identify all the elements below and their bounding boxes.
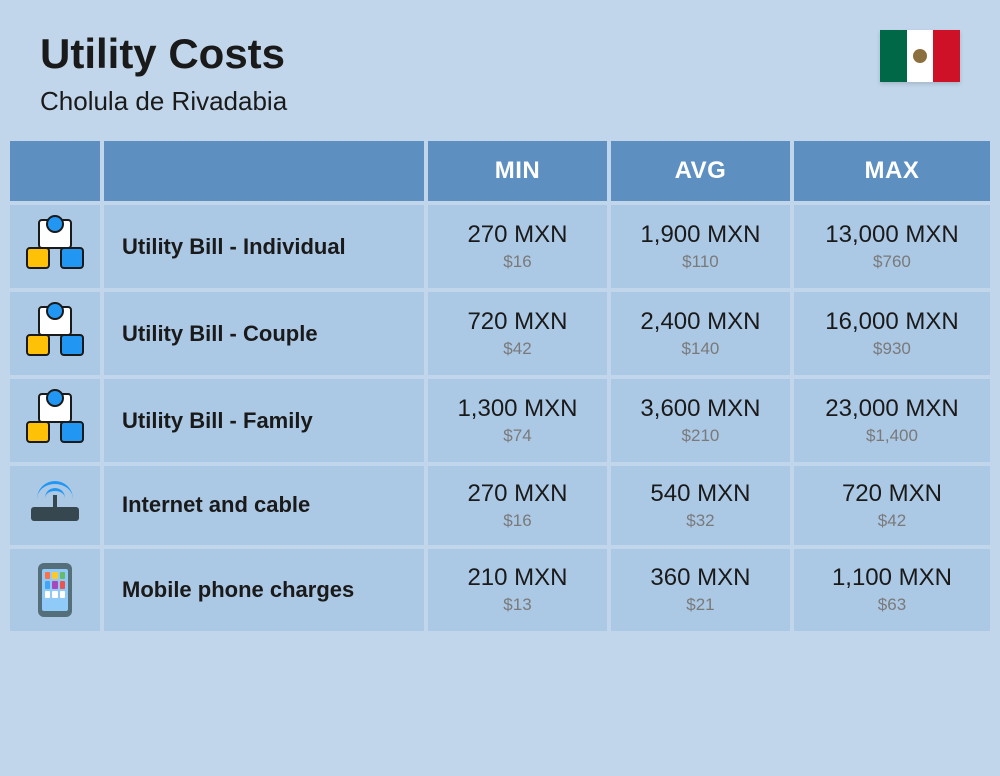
col-max-header: MAX [794, 141, 990, 201]
page-title: Utility Costs [40, 30, 960, 78]
utility-icon [26, 219, 84, 269]
value-usd: $42 [804, 511, 980, 531]
row-label: Utility Bill - Individual [104, 205, 424, 288]
value-usd: $760 [804, 252, 980, 272]
value-mxn: 13,000 MXN [804, 221, 980, 250]
value-usd: $74 [438, 426, 597, 446]
flag-emblem [913, 49, 927, 63]
value-mxn: 16,000 MXN [804, 308, 980, 337]
utility-icon [26, 306, 84, 356]
row-label: Utility Bill - Family [104, 379, 424, 462]
cell-max: 13,000 MXN$760 [794, 205, 990, 288]
flag-stripe-green [880, 30, 907, 82]
value-mxn: 540 MXN [621, 480, 780, 509]
row-label: Mobile phone charges [104, 549, 424, 631]
value-usd: $63 [804, 595, 980, 615]
value-mxn: 270 MXN [438, 221, 597, 250]
table-row: Utility Bill - Individual270 MXN$161,900… [10, 205, 990, 288]
cell-min: 210 MXN$13 [428, 549, 607, 631]
cell-max: 720 MXN$42 [794, 466, 990, 545]
value-usd: $210 [621, 426, 780, 446]
cell-min: 270 MXN$16 [428, 466, 607, 545]
value-usd: $42 [438, 339, 597, 359]
row-icon-cell [10, 549, 100, 631]
row-label: Internet and cable [104, 466, 424, 545]
value-mxn: 2,400 MXN [621, 308, 780, 337]
cell-avg: 360 MXN$21 [611, 549, 790, 631]
flag-icon [880, 30, 960, 82]
cell-avg: 3,600 MXN$210 [611, 379, 790, 462]
value-mxn: 3,600 MXN [621, 395, 780, 424]
costs-table: MIN AVG MAX Utility Bill - Individual270… [0, 137, 1000, 635]
cell-avg: 1,900 MXN$110 [611, 205, 790, 288]
table-row: Internet and cable270 MXN$16540 MXN$3272… [10, 466, 990, 545]
table-header-row: MIN AVG MAX [10, 141, 990, 201]
value-usd: $21 [621, 595, 780, 615]
value-mxn: 1,900 MXN [621, 221, 780, 250]
page-subtitle: Cholula de Rivadabia [40, 86, 960, 117]
header: Utility Costs Cholula de Rivadabia [0, 0, 1000, 137]
col-label-header [104, 141, 424, 201]
cell-max: 16,000 MXN$930 [794, 292, 990, 375]
cell-min: 270 MXN$16 [428, 205, 607, 288]
value-usd: $140 [621, 339, 780, 359]
value-usd: $1,400 [804, 426, 980, 446]
cell-avg: 2,400 MXN$140 [611, 292, 790, 375]
value-mxn: 23,000 MXN [804, 395, 980, 424]
cell-max: 1,100 MXN$63 [794, 549, 990, 631]
value-usd: $16 [438, 252, 597, 272]
value-usd: $13 [438, 595, 597, 615]
table-row: Mobile phone charges210 MXN$13360 MXN$21… [10, 549, 990, 631]
flag-stripe-white [907, 30, 934, 82]
row-icon-cell [10, 292, 100, 375]
col-icon-header [10, 141, 100, 201]
value-mxn: 720 MXN [438, 308, 597, 337]
table-row: Utility Bill - Family1,300 MXN$743,600 M… [10, 379, 990, 462]
cell-min: 1,300 MXN$74 [428, 379, 607, 462]
row-icon-cell [10, 205, 100, 288]
table-row: Utility Bill - Couple720 MXN$422,400 MXN… [10, 292, 990, 375]
row-icon-cell [10, 379, 100, 462]
value-usd: $32 [621, 511, 780, 531]
row-label: Utility Bill - Couple [104, 292, 424, 375]
value-mxn: 720 MXN [804, 480, 980, 509]
value-usd: $16 [438, 511, 597, 531]
value-mxn: 360 MXN [621, 564, 780, 593]
col-min-header: MIN [428, 141, 607, 201]
router-icon [27, 481, 83, 525]
value-mxn: 1,100 MXN [804, 564, 980, 593]
cell-max: 23,000 MXN$1,400 [794, 379, 990, 462]
cell-avg: 540 MXN$32 [611, 466, 790, 545]
phone-icon [38, 563, 72, 617]
value-mxn: 210 MXN [438, 564, 597, 593]
row-icon-cell [10, 466, 100, 545]
value-mxn: 1,300 MXN [438, 395, 597, 424]
value-usd: $110 [621, 252, 780, 272]
value-usd: $930 [804, 339, 980, 359]
flag-stripe-red [933, 30, 960, 82]
col-avg-header: AVG [611, 141, 790, 201]
utility-icon [26, 393, 84, 443]
value-mxn: 270 MXN [438, 480, 597, 509]
cell-min: 720 MXN$42 [428, 292, 607, 375]
